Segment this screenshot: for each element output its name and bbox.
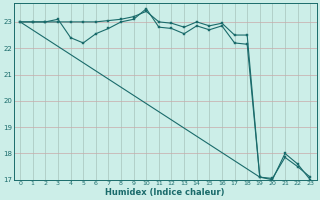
X-axis label: Humidex (Indice chaleur): Humidex (Indice chaleur) xyxy=(106,188,225,197)
